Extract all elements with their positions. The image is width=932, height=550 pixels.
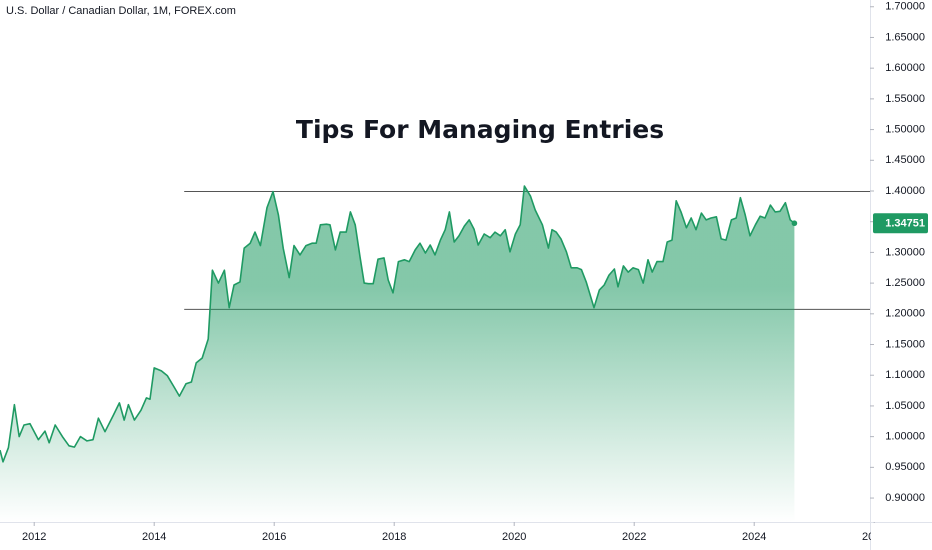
y-tick-label: 1.25000	[885, 277, 925, 289]
x-tick-label: 2014	[142, 531, 166, 543]
y-tick-label: 0.95000	[885, 461, 925, 473]
x-tick-label: 2024	[742, 531, 766, 543]
y-tick-label: 1.70000	[885, 1, 925, 13]
price-label: 1.34751	[885, 218, 925, 230]
time-axis-panel	[0, 523, 932, 550]
x-tick-label: 2020	[502, 531, 526, 543]
y-tick-label: 1.60000	[885, 62, 925, 74]
chart-title: Tips For Managing Entries	[296, 115, 664, 144]
x-tick-label: 2016	[262, 531, 286, 543]
x-tick-label: 2018	[382, 531, 406, 543]
price-line	[0, 185, 795, 463]
y-tick-label: 1.50000	[885, 123, 925, 135]
y-tick-label: 1.55000	[885, 93, 925, 105]
y-tick-label: 1.15000	[885, 338, 925, 350]
y-tick-label: 1.65000	[885, 31, 925, 43]
y-tick-label: 1.10000	[885, 369, 925, 381]
y-tick-label: 1.05000	[885, 400, 925, 412]
price-axis-panel	[870, 0, 932, 550]
y-tick-label: 1.20000	[885, 308, 925, 320]
last-point	[791, 220, 798, 227]
chart-header: U.S. Dollar / Canadian Dollar, 1M, FOREX…	[6, 5, 236, 17]
x-tick-label: 2012	[22, 531, 46, 543]
price-label-box	[873, 213, 928, 234]
area-fill	[0, 186, 795, 522]
y-tick-label: 0.90000	[885, 492, 925, 504]
y-tick-label: 1.40000	[885, 185, 925, 197]
y-tick-label: 1.30000	[885, 246, 925, 258]
price-axis-cover	[871, 523, 932, 550]
y-tick-label: 1.45000	[885, 154, 925, 166]
y-tick-label: 1.00000	[885, 431, 925, 443]
x-tick-label: 2022	[622, 531, 646, 543]
